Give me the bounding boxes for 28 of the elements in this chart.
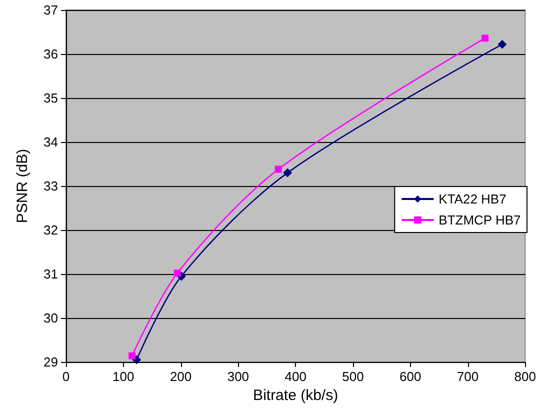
x-tick-label: 800: [514, 369, 536, 384]
x-tick-label: 400: [284, 369, 306, 384]
y-tick-label: 35: [44, 90, 58, 106]
x-tick-label: 600: [400, 369, 422, 384]
x-tick-label: 100: [112, 369, 134, 384]
x-tick-label: 200: [170, 369, 192, 384]
point: [481, 34, 488, 42]
y-tick-label: 29: [44, 354, 58, 370]
x-axis-title: Bitrate (kb/s): [253, 387, 338, 404]
x-tick-label: 500: [342, 369, 364, 384]
y-tick-label: 30: [44, 310, 58, 326]
y-tick-label: 34: [44, 134, 58, 150]
legend-label: BTZMCP HB7: [438, 212, 521, 228]
point: [283, 168, 292, 178]
x-tick-label: 0: [62, 369, 70, 384]
point: [174, 270, 181, 277]
y-axis-title: PSNR (dB): [14, 148, 31, 224]
point: [128, 352, 136, 360]
x-tick-label: 700: [456, 369, 479, 384]
y-tick-label: 37: [44, 2, 58, 18]
y-tick-label: 31: [44, 266, 58, 282]
y-tick-label: 36: [44, 46, 58, 62]
legend-label: KTA22 HB7: [438, 192, 506, 206]
y-tick-label: 33: [44, 178, 58, 194]
point: [274, 166, 282, 173]
y-tick-label: 32: [44, 222, 58, 238]
x-tick-label: 300: [227, 369, 250, 384]
point: [498, 40, 507, 49]
